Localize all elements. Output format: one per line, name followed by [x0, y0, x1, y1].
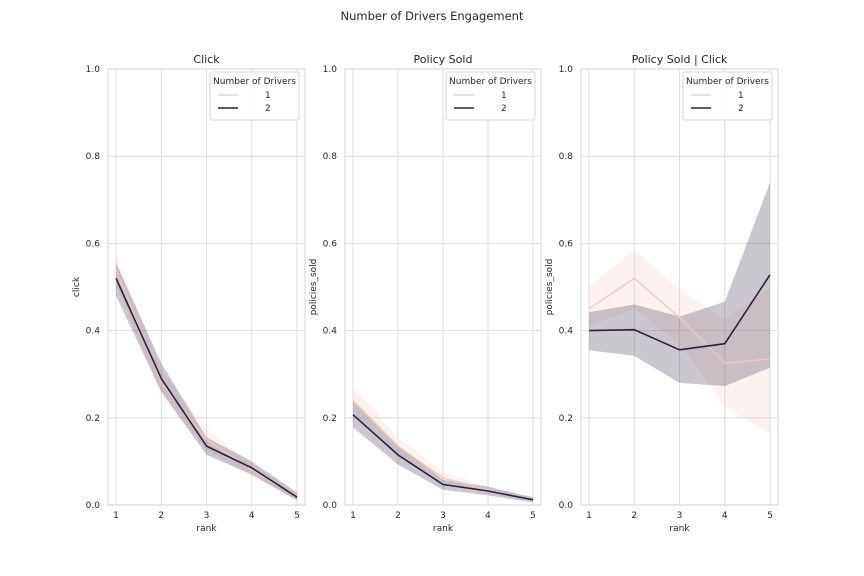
y-tick-label: 1.0 — [559, 65, 574, 75]
y-tick-label: 1.0 — [86, 65, 101, 75]
x-tick-label: 4 — [485, 511, 491, 521]
plot-frame — [344, 68, 542, 506]
legend-entry-2: 2 — [738, 104, 744, 114]
y-axis-label: policies_sold — [309, 259, 319, 316]
series-2-line — [352, 414, 534, 501]
y-axis-label: policies_sold — [545, 259, 555, 316]
series-2-ci-band — [589, 182, 770, 386]
legend-entry-2: 2 — [265, 104, 271, 114]
x-axis-label: rank — [669, 524, 690, 534]
legend-title: Number of Drivers — [213, 77, 296, 87]
x-tick-label: 2 — [395, 511, 401, 521]
series-2-ci-band — [116, 263, 297, 501]
legend-title: Number of Drivers — [686, 77, 769, 87]
legend-entry-1: 1 — [265, 91, 271, 101]
x-tick-label: 1 — [350, 511, 356, 521]
y-tick-label: 0.2 — [323, 414, 337, 424]
subplot-title: Policy Sold — [414, 53, 473, 66]
y-tick-label: 0.2 — [559, 414, 573, 424]
legend-entry-1: 1 — [501, 91, 507, 101]
subplot-title: Policy Sold | Click — [632, 53, 728, 66]
y-tick-label: 0.6 — [559, 239, 574, 249]
series-2-line — [115, 277, 298, 498]
plot-frame — [580, 68, 779, 506]
legend: Number of Drivers 1 2 — [445, 71, 536, 121]
y-tick-label: 0.0 — [86, 501, 101, 511]
y-tick-label: 0.2 — [86, 414, 100, 424]
x-tick-label: 4 — [249, 511, 255, 521]
y-tick-label: 0.6 — [86, 239, 101, 249]
x-tick-label: 5 — [767, 511, 773, 521]
series-2-line — [588, 274, 771, 351]
y-tick-label: 0.8 — [323, 152, 338, 162]
y-tick-label: 1.0 — [323, 65, 338, 75]
y-tick-label: 0.0 — [559, 501, 574, 511]
subplot-1: Click 1 2 3 4 5 0.0 0.2 0.4 0.6 0.8 1.0 rank click Num… — [72, 53, 306, 534]
legend-title: Number of Drivers — [449, 77, 532, 87]
x-tick-label: 3 — [204, 511, 210, 521]
y-tick-label: 0.4 — [559, 327, 574, 337]
y-tick-label: 0.8 — [559, 152, 574, 162]
x-tick-label: 2 — [631, 511, 637, 521]
y-tick-label: 0.8 — [86, 152, 101, 162]
plot-frame — [107, 68, 306, 506]
series-1-ci-band — [589, 249, 770, 434]
x-tick-label: 5 — [294, 511, 300, 521]
y-tick-label: 0.4 — [86, 327, 101, 337]
y-tick-label: 0.4 — [323, 327, 338, 337]
series-1-line — [588, 277, 771, 364]
y-axis-label: click — [72, 276, 82, 297]
y-tick-label: 0.6 — [323, 239, 338, 249]
subplot-title: Click — [193, 53, 220, 66]
x-tick-label: 1 — [113, 511, 119, 521]
subplots: Click 1 2 3 4 5 0.0 0.2 0.4 0.6 0.8 1.0 rank click Num… — [72, 53, 779, 534]
x-tick-label: 2 — [158, 511, 164, 521]
legend: Number of Drivers 1 2 — [682, 71, 773, 121]
figure-title: Number of Drivers Engagement — [341, 9, 524, 23]
legend-entry-2: 2 — [501, 104, 507, 114]
series-1-ci-band — [353, 387, 533, 503]
subplot-3: Policy Sold | Click 1 2 3 4 5 0.0 0.2 0.4 0.6 0.8 1… — [545, 53, 779, 534]
x-tick-label: 3 — [677, 511, 683, 521]
x-axis-label: rank — [196, 524, 217, 534]
x-tick-label: 4 — [722, 511, 728, 521]
legend-entry-1: 1 — [738, 91, 744, 101]
x-axis-label: rank — [433, 524, 454, 534]
x-tick-label: 5 — [530, 511, 536, 521]
legend: Number of Drivers 1 2 — [209, 71, 300, 121]
x-tick-label: 1 — [586, 511, 592, 521]
y-tick-label: 0.0 — [323, 501, 338, 511]
x-tick-label: 3 — [440, 511, 446, 521]
series-2-ci-band — [353, 401, 533, 503]
subplot-2: Policy Sold 1 2 3 4 5 0.0 0.2 0.4 0.6 0.8 1.0 rank po… — [309, 53, 542, 534]
